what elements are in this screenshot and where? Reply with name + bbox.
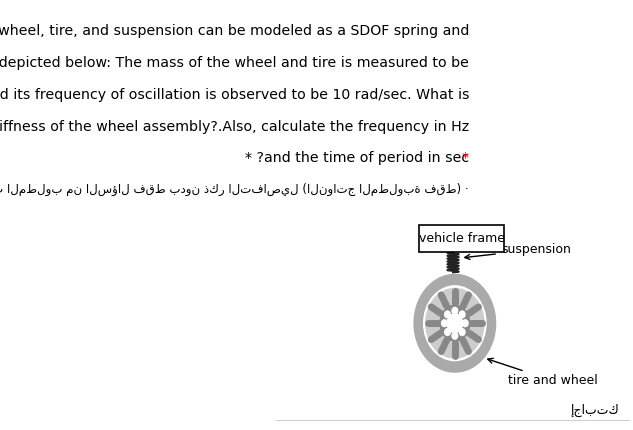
Text: 300 kg and its frequency of oscillation is observed to be 10 rad/sec. What is: 300 kg and its frequency of oscillation … — [0, 88, 469, 101]
Circle shape — [440, 305, 470, 341]
Circle shape — [423, 286, 486, 361]
Text: A vehicle wheel, tire, and suspension can be modeled as a SDOF spring and: A vehicle wheel, tire, and suspension ca… — [0, 24, 469, 38]
Circle shape — [444, 329, 450, 335]
Circle shape — [460, 329, 465, 335]
Circle shape — [463, 320, 468, 327]
Text: إجابتك: إجابتك — [571, 403, 620, 417]
Text: tire and wheel: tire and wheel — [488, 358, 598, 387]
Circle shape — [442, 320, 448, 327]
Text: vehicle frame: vehicle frame — [419, 232, 505, 245]
Text: اكتب المطلوب من السؤال فقط بدون ذكر التفاصيل (النواتج المطلوبة فقط) ·: اكتب المطلوب من السؤال فقط بدون ذكر التف… — [0, 183, 469, 196]
Circle shape — [447, 314, 463, 332]
Circle shape — [460, 311, 465, 318]
Circle shape — [426, 289, 484, 358]
Circle shape — [414, 274, 496, 372]
Circle shape — [452, 332, 458, 339]
Text: the stiffness of the wheel assembly?.Also, calculate the frequency in Hz: the stiffness of the wheel assembly?.Als… — [0, 120, 469, 133]
Bar — [420, 224, 505, 252]
Text: suspension: suspension — [465, 243, 571, 259]
Text: *: * — [462, 151, 469, 165]
Text: * ?and the time of period in sec: * ?and the time of period in sec — [245, 151, 469, 165]
Circle shape — [444, 311, 450, 318]
Text: mass as depicted below: The mass of the wheel and tire is measured to be: mass as depicted below: The mass of the … — [0, 56, 469, 70]
Circle shape — [452, 307, 458, 314]
